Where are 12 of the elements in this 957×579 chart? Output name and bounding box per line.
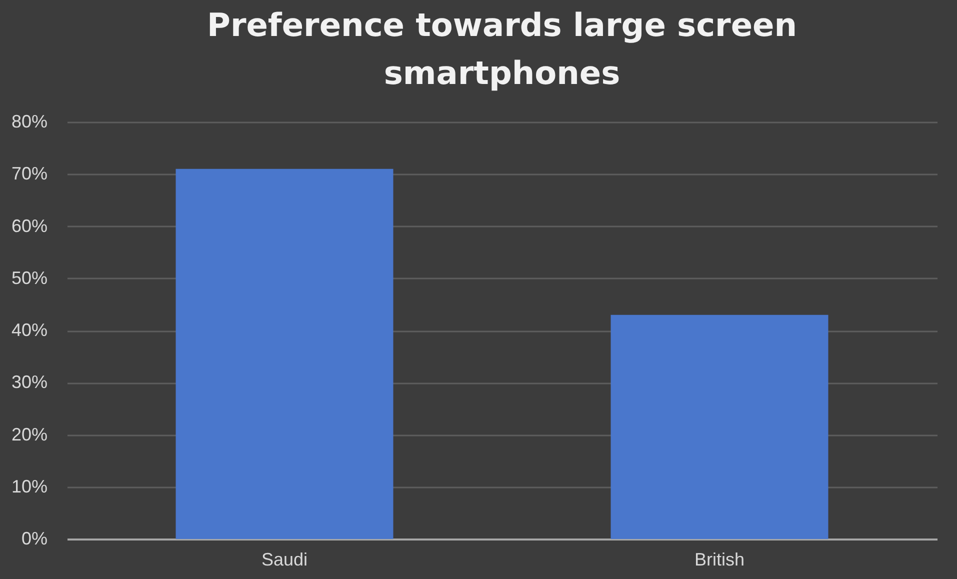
x-tick-label: British [694,550,745,570]
y-tick-label: 60% [11,216,48,236]
y-tick-label: 40% [11,320,48,340]
x-tick-label: Saudi [261,550,308,570]
y-tick-label: 10% [11,476,48,496]
y-tick-label: 70% [11,164,48,184]
y-tick-label: 30% [11,372,48,392]
y-tick-label: 80% [11,112,48,132]
y-tick-label: 50% [11,268,48,288]
y-tick-label: 20% [11,424,48,444]
chart-title: Preference towards large screen smartphones [206,6,798,92]
y-tick-label: 0% [21,528,48,548]
